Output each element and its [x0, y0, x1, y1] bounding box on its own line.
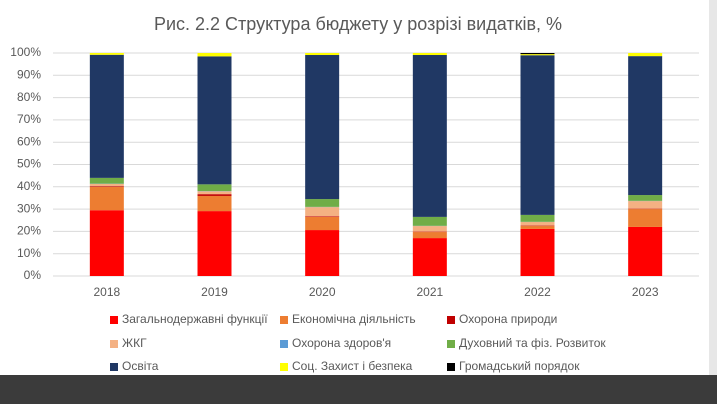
bar-segment — [520, 222, 555, 226]
bar-segment — [412, 238, 447, 276]
bar-segment — [520, 214, 555, 222]
bar-segment — [197, 53, 232, 57]
legend-label: Охорона здоров'я — [292, 336, 391, 350]
bar-segment — [89, 177, 124, 184]
bar-segment — [520, 55, 555, 215]
bar-segment — [305, 216, 340, 217]
bar-segment — [412, 216, 447, 226]
chart-title: Рис. 2.2 Структура бюджету у розрізі вид… — [154, 14, 562, 34]
bar-segment — [89, 186, 124, 211]
bar-segment — [197, 211, 232, 276]
bar-segment — [520, 53, 555, 55]
bar-segment — [412, 55, 447, 217]
y-tick-label: 70% — [17, 112, 41, 126]
bar-segment — [89, 210, 124, 276]
bar-segment — [520, 54, 555, 56]
bar-segment — [412, 53, 447, 56]
legend-label: Загальнодержавні функції — [122, 312, 268, 326]
y-tick-label: 100% — [10, 45, 41, 59]
bar-segment — [197, 56, 232, 185]
y-tick-label: 80% — [17, 90, 41, 104]
bar-segment — [197, 184, 232, 192]
bar-segment — [305, 53, 340, 56]
y-tick-label: 0% — [24, 268, 42, 282]
bar-segment — [412, 226, 447, 232]
x-tick-label: 2022 — [524, 285, 551, 299]
bar-segment — [628, 56, 663, 196]
legend-label: Громадський порядок — [459, 359, 580, 373]
legend-swatch — [280, 363, 288, 371]
legend-swatch — [280, 340, 288, 348]
y-tick-label: 40% — [17, 179, 41, 193]
legend-label: Економічна діяльність — [292, 312, 416, 326]
x-tick-label: 2020 — [309, 285, 336, 299]
x-tick-label: 2023 — [632, 285, 659, 299]
bar-segment — [520, 226, 555, 229]
bar-segment — [305, 55, 340, 200]
bar-segment — [89, 53, 124, 55]
legend-label: Соц. Захист і безпека — [292, 359, 413, 373]
bar-segment — [197, 195, 232, 212]
bar-segment — [305, 207, 340, 217]
bar-segment — [305, 216, 340, 231]
legend-swatch — [280, 316, 288, 324]
y-tick-label: 60% — [17, 134, 41, 148]
legend-label: ЖКГ — [122, 336, 147, 350]
x-tick-label: 2021 — [416, 285, 443, 299]
x-tick-label: 2019 — [201, 285, 228, 299]
bar-segment — [628, 201, 663, 209]
x-tick-label: 2018 — [93, 285, 120, 299]
legend-swatch — [110, 316, 118, 324]
bar-segment — [197, 194, 232, 196]
y-tick-label: 50% — [17, 157, 41, 171]
bar-segment — [89, 186, 124, 187]
legend-label: Освіта — [122, 359, 159, 373]
legend-swatch — [447, 316, 455, 324]
legend-swatch — [110, 340, 118, 348]
footer-strip — [0, 375, 717, 404]
bar-segment — [628, 209, 663, 227]
bar-segment — [89, 183, 124, 187]
y-tick-label: 90% — [17, 67, 41, 81]
bar-segment — [628, 195, 663, 201]
bar-segment — [305, 230, 340, 276]
bar-segment — [305, 199, 340, 207]
bar-segment — [412, 232, 447, 239]
bar-segment — [89, 54, 124, 178]
legend-label: Охорона природи — [459, 312, 557, 326]
bar-segment — [628, 53, 663, 57]
legend-swatch — [110, 363, 118, 371]
edge-strip — [709, 0, 717, 375]
bar-segment — [628, 226, 663, 276]
legend-swatch — [447, 340, 455, 348]
y-tick-label: 30% — [17, 201, 41, 215]
legend-label: Духовний та фіз. Розвиток — [459, 336, 606, 350]
y-tick-label: 20% — [17, 224, 41, 238]
y-tick-label: 10% — [17, 246, 41, 260]
bar-segment — [197, 191, 232, 195]
legend-swatch — [447, 363, 455, 371]
bar-segment — [520, 228, 555, 276]
